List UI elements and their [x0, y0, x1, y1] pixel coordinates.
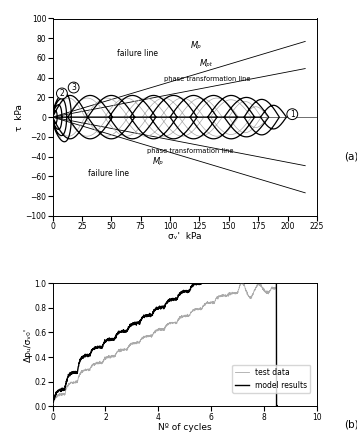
test data [275, 404, 280, 409]
test data [239, 280, 243, 286]
Text: Mₚₜ: Mₚₜ [200, 59, 213, 68]
model results [77, 360, 81, 366]
Text: 3: 3 [71, 83, 76, 92]
test data [146, 334, 150, 339]
model results [50, 404, 55, 409]
test data [50, 403, 55, 408]
test data [275, 404, 279, 409]
X-axis label: Nº of cycles: Nº of cycles [158, 423, 212, 432]
model results [195, 280, 199, 286]
test data [77, 373, 81, 378]
Text: 2: 2 [60, 89, 64, 98]
Text: failure line: failure line [117, 49, 158, 58]
model results [178, 290, 182, 295]
test data [68, 381, 72, 386]
Text: phase transformation line: phase transformation line [164, 76, 251, 82]
Text: phase transformation line: phase transformation line [146, 148, 233, 154]
Text: (a): (a) [345, 152, 357, 161]
model results [155, 306, 159, 312]
model results [68, 372, 72, 377]
X-axis label: σᵥ'  kPa: σᵥ' kPa [168, 232, 201, 241]
Line: test data: test data [52, 283, 277, 406]
Legend: test data, model results: test data, model results [232, 365, 311, 392]
Text: Mₚ: Mₚ [191, 41, 202, 50]
model results [275, 404, 280, 409]
test data [150, 332, 155, 337]
test data [155, 328, 159, 333]
Text: 1: 1 [290, 110, 295, 118]
Text: (b): (b) [345, 420, 357, 430]
Y-axis label: τ  kPa: τ kPa [15, 104, 24, 131]
Text: Mₚ: Mₚ [152, 157, 163, 166]
model results [275, 404, 279, 409]
Text: failure line: failure line [88, 169, 129, 178]
model results [150, 311, 155, 316]
test data [178, 315, 182, 320]
Line: model results: model results [52, 283, 277, 406]
Y-axis label: Δpᵤ/σᵥ₀': Δpᵤ/σᵥ₀' [24, 328, 33, 362]
model results [146, 312, 150, 318]
